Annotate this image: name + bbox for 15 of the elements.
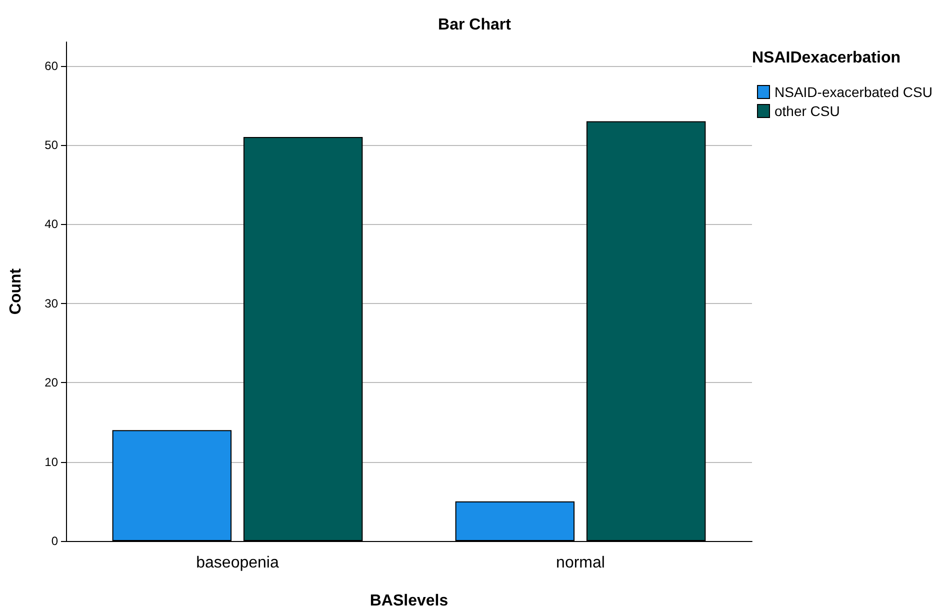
legend-label: NSAID-exacerbated CSU (774, 84, 932, 100)
y-tick-label: 40 (44, 217, 58, 232)
x-tick-label: normal (556, 554, 605, 572)
x-tick-label: baseopenia (196, 554, 279, 572)
y-tick-label: 50 (44, 138, 58, 152)
y-tick-label: 10 (44, 454, 58, 469)
y-tick-label: 60 (44, 58, 58, 73)
y-axis-title: Count (8, 268, 24, 315)
legend-label: other CSU (774, 103, 840, 119)
y-tick-label: 0 (51, 534, 58, 548)
legend-title: NSAIDexacerbation (752, 50, 900, 66)
x-axis-title: BASlevels (370, 592, 448, 610)
y-tick-label: 20 (44, 376, 58, 390)
y-tick-label: 30 (44, 296, 58, 310)
chart-title: Bar Chart (438, 16, 512, 34)
